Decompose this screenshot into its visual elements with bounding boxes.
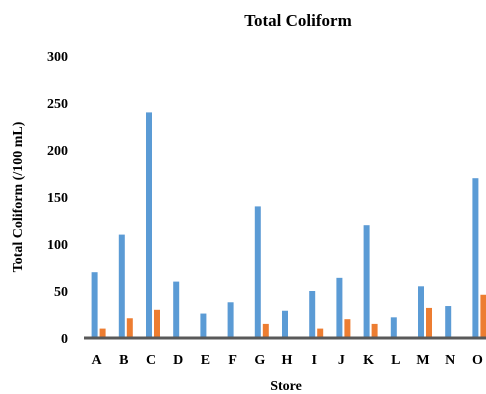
bar-series1-a xyxy=(91,272,98,338)
bar-series1-f xyxy=(227,302,234,338)
bar-series1-e xyxy=(200,313,207,338)
x-tick-label: D xyxy=(173,353,183,368)
y-tick-label: 150 xyxy=(47,191,68,206)
bar-series2-o xyxy=(480,294,486,338)
x-tick-label: O xyxy=(472,353,483,368)
x-tick-label: G xyxy=(254,353,265,368)
y-tick-label: 200 xyxy=(47,144,68,159)
y-tick-label: 0 xyxy=(61,332,68,347)
bar-series2-m xyxy=(426,307,432,338)
bar-series2-k xyxy=(371,323,378,338)
x-tick-label: C xyxy=(146,353,156,368)
y-tick-label: 50 xyxy=(54,285,68,300)
bar-series1-c xyxy=(146,112,152,339)
y-axis-label: Total Coliform (/100 mL) xyxy=(11,121,26,272)
x-axis-label: Store xyxy=(270,379,302,394)
x-tick-label: I xyxy=(311,353,316,368)
bar-series1-b xyxy=(118,234,125,338)
bar-series2-j xyxy=(344,319,351,338)
x-tick-label: B xyxy=(119,353,128,368)
bar-series2-b xyxy=(126,318,133,338)
bar-series1-l xyxy=(390,317,397,338)
x-tick-label: N xyxy=(445,353,455,368)
bar-series1-m xyxy=(418,286,424,338)
x-tick-label: H xyxy=(282,353,293,368)
y-axis-ticks: 0 50 100 150 200 250 300 xyxy=(47,50,68,347)
bar-series1-o xyxy=(472,178,479,338)
bar-series1-k xyxy=(363,225,370,338)
bar-series2-c xyxy=(154,309,160,338)
x-tick-label: M xyxy=(416,353,429,368)
x-tick-label: J xyxy=(338,353,345,368)
bar-series1-j xyxy=(336,277,343,338)
bar-series1-h xyxy=(282,310,288,338)
bars-group xyxy=(91,112,486,339)
bar-series1-n xyxy=(445,306,452,338)
bar-series2-g xyxy=(262,323,269,338)
x-tick-label: L xyxy=(391,353,400,368)
y-tick-label: 300 xyxy=(47,50,68,65)
x-tick-label: K xyxy=(363,353,374,368)
bar-series1-d xyxy=(173,281,180,338)
y-tick-label: 100 xyxy=(47,238,68,253)
y-tick-label: 250 xyxy=(47,97,68,112)
bar-series1-i xyxy=(309,291,316,338)
bar-series2-i xyxy=(317,328,324,338)
chart-title: Total Coliform xyxy=(244,11,352,30)
x-tick-label: F xyxy=(228,353,237,368)
x-tick-label: E xyxy=(201,353,210,368)
bar-series2-a xyxy=(99,328,106,338)
x-axis-ticks: A B C D E F G H I J K L M N O xyxy=(92,353,483,368)
bar-series1-g xyxy=(254,206,261,338)
x-tick-label: A xyxy=(92,353,103,368)
